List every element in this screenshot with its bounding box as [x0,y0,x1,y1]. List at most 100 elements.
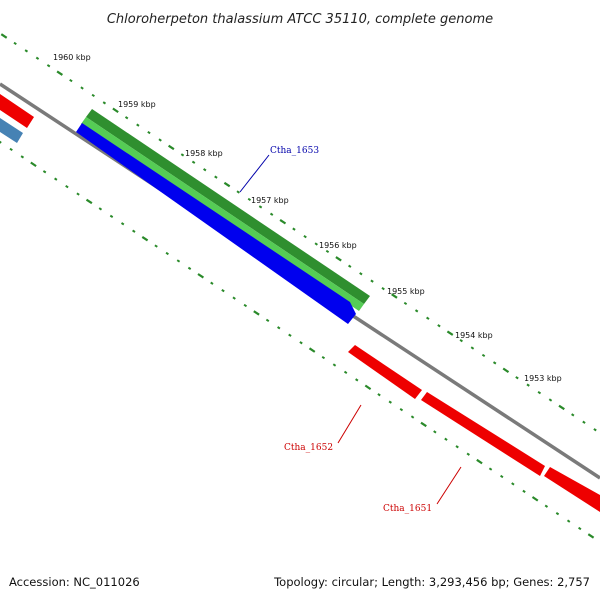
scale-tick [0,33,8,39]
scale-tick [292,227,296,231]
scale-tick [587,533,595,539]
scale-tick [136,123,140,127]
scale-tick [279,218,287,225]
scale-tick [537,390,542,395]
scale-tick [388,400,392,404]
scale-tick [9,147,13,152]
scale-tick [91,93,95,98]
scale-tick [446,330,454,336]
scale-tick [515,376,519,380]
scale-tick [348,264,352,268]
scale-tick [265,318,270,323]
gene-feature-ctha-1652[interactable] [348,345,422,399]
scale-tick [102,101,107,105]
scale-tick [112,107,119,114]
scale-tick [321,355,326,360]
scale-tick [210,281,214,285]
scale-tick [403,301,408,306]
scale-tick [191,160,196,164]
scale-tick [500,474,504,479]
scale-tick [269,212,274,216]
scale-tick [132,229,136,233]
scale-tick [335,256,342,262]
scale-tick [531,496,539,502]
scale-tick [187,266,192,270]
scale-tick [437,324,441,328]
scale-label: 1955 kbp [387,287,425,296]
scale-label: 1953 kbp [524,374,562,383]
scale-tick [466,452,470,456]
scale-tick [343,370,348,375]
scale-tick [359,272,363,276]
scale-label: 1956 kbp [319,241,357,250]
gene-feature-ctha-1651[interactable] [421,392,545,476]
scale-tick [0,140,2,144]
scale-tick [391,293,398,299]
scale-tick [54,177,58,181]
scale-tick [147,130,151,135]
gene-feature-red-left[interactable] [0,94,34,128]
scale-tick [69,78,73,83]
scale-tick [247,197,252,202]
gene-feature-ctha-1653[interactable] [76,123,356,324]
scale-tick [258,205,263,209]
scale-tick [571,413,575,417]
scale-tick [180,153,185,157]
scale-label: 1954 kbp [455,331,493,340]
scale-tick [165,251,169,256]
scale-tick [455,445,459,449]
gene-feature-green-light[interactable] [81,117,364,311]
scale-tick [476,458,483,465]
scale-tick [141,235,149,242]
scale-tick [158,138,162,142]
scale-tick [481,353,486,358]
scale-tick [232,296,236,300]
scale-tick [76,192,80,196]
gene-feature-red-right[interactable] [544,467,600,512]
scale-tick [488,467,493,471]
scale-tick [578,526,582,531]
gene-label-ctha-1653[interactable]: Ctha_1653 [270,146,319,156]
gene-label-ctha-1651[interactable]: Ctha_1651 [383,504,432,514]
scale-tick [511,482,515,486]
scale-tick [98,207,103,211]
scale-tick [355,378,359,382]
scale-tick [236,190,240,194]
scale-tick [277,326,281,330]
scale-tick [42,170,47,174]
scale-tick [492,361,497,365]
scale-tick [35,56,40,60]
leader-line-ctha-1651 [436,466,462,505]
scale-tick [13,41,17,46]
scale-tick [65,184,69,189]
scale-tick [46,64,51,68]
scale-tick [308,347,316,353]
scale-tick [544,504,549,508]
scale-tick [288,333,292,337]
scale-tick [410,415,415,419]
scale-tick [176,259,181,263]
scale-tick [124,116,129,120]
scale-tick [80,86,84,90]
scale-tick [223,181,231,188]
scale-ticks-lower [0,140,595,539]
accession-text: Accession: NC_011026 [9,575,140,589]
scale-tick [444,437,448,441]
scale-tick [593,428,597,432]
scale-tick [299,341,303,345]
scale-tick [582,420,586,424]
gene-label-ctha-1652[interactable]: Ctha_1652 [284,443,333,453]
scale-label: 1957 kbp [251,196,289,205]
scale-tick [414,309,419,313]
scale-tick [433,430,437,434]
gene-feature-steel-left[interactable] [0,118,23,143]
scale-tick [56,70,64,76]
scale-tick [364,384,372,391]
scale-tick [558,404,565,411]
scale-tick [20,155,25,159]
gene-feature-green-dark[interactable] [86,109,370,304]
scale-tick [221,289,225,293]
scale-tick [214,175,218,179]
scale-tick [381,286,385,291]
